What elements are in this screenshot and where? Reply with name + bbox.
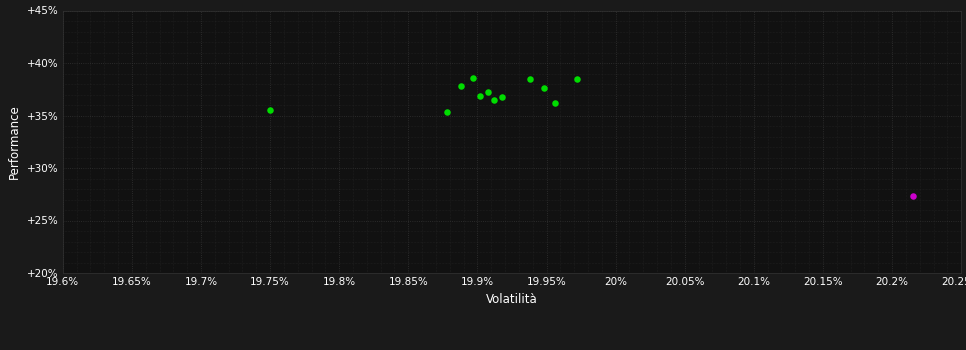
Point	[547, 100, 562, 106]
Point	[472, 93, 488, 98]
Point	[440, 110, 455, 115]
Point	[905, 194, 921, 199]
Point	[263, 107, 278, 113]
Point	[466, 75, 481, 80]
Point	[495, 94, 510, 99]
Point	[569, 76, 584, 82]
X-axis label: Volatilità: Volatilità	[486, 293, 538, 306]
Point	[536, 85, 552, 91]
Point	[486, 97, 501, 103]
Point	[453, 83, 469, 89]
Y-axis label: Performance: Performance	[9, 104, 21, 179]
Point	[523, 76, 538, 82]
Point	[481, 90, 497, 95]
